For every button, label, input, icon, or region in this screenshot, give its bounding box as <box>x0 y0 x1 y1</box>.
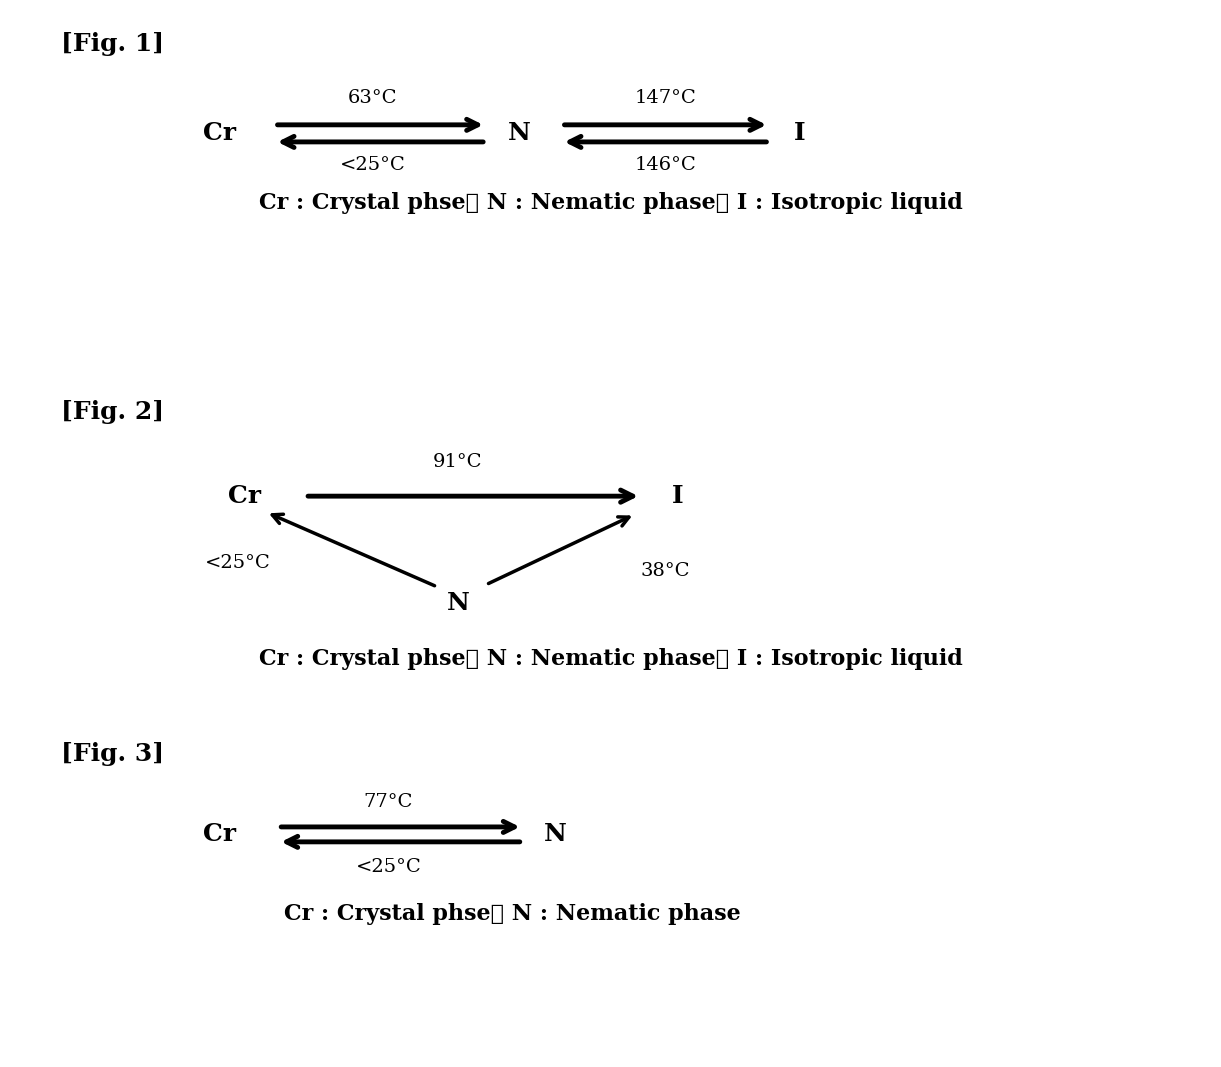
Text: [Fig. 3]: [Fig. 3] <box>61 742 164 765</box>
Text: N: N <box>447 591 469 615</box>
Text: I: I <box>672 484 684 508</box>
Text: N: N <box>545 823 567 846</box>
Text: <25°C: <25°C <box>339 157 405 174</box>
Text: 77°C: 77°C <box>364 794 413 811</box>
Text: N: N <box>508 122 530 145</box>
Text: Cr : Crystal phse， N : Nematic phase， I : Isotropic liquid: Cr : Crystal phse， N : Nematic phase， I … <box>259 192 962 213</box>
Text: 91°C: 91°C <box>433 453 482 471</box>
Text: 146°C: 146°C <box>635 157 696 174</box>
Text: 63°C: 63°C <box>348 90 397 107</box>
Text: [Fig. 1]: [Fig. 1] <box>61 32 164 55</box>
Text: Cr : Crystal phse， N : Nematic phase， I : Isotropic liquid: Cr : Crystal phse， N : Nematic phase， I … <box>259 649 962 670</box>
Text: I: I <box>794 122 806 145</box>
Text: 38°C: 38°C <box>641 562 690 579</box>
Text: Cr: Cr <box>227 484 261 508</box>
Text: Cr: Cr <box>203 823 237 846</box>
Text: [Fig. 2]: [Fig. 2] <box>61 400 164 424</box>
Text: <25°C: <25°C <box>355 859 421 876</box>
Text: Cr : Crystal phse， N : Nematic phase: Cr : Crystal phse， N : Nematic phase <box>284 904 741 925</box>
Text: <25°C: <25°C <box>205 555 271 572</box>
Text: Cr: Cr <box>203 122 237 145</box>
Text: 147°C: 147°C <box>635 90 696 107</box>
